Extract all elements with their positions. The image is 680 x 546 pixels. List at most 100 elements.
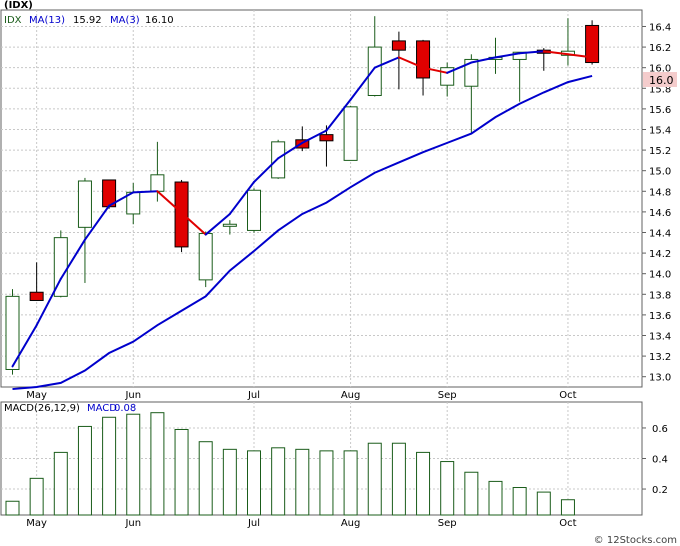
price-tick-label: 13.6 (649, 311, 671, 322)
candle-body (391, 40, 406, 51)
candle-body (222, 223, 237, 227)
candle-body (29, 291, 44, 301)
price-tick-label: 14.6 (649, 208, 671, 219)
candle-body (343, 106, 358, 161)
legend-ma3-value: 16.10 (145, 15, 174, 26)
ma3-segment (301, 129, 328, 144)
macd-bar (512, 487, 527, 516)
legend-ma13-value: 15.92 (73, 15, 102, 26)
macd-bar (416, 451, 431, 516)
ma3-segment (108, 191, 135, 207)
ma3-segment (59, 238, 86, 280)
price-tick-label: 15.8 (649, 84, 671, 95)
month-label: Jul (247, 518, 260, 529)
candle-body (367, 46, 382, 96)
macd-bar (560, 499, 575, 516)
candle-body (150, 174, 165, 192)
ma3-segment (422, 66, 449, 74)
price-tick-label: 13.2 (649, 352, 671, 363)
ma13-line (12, 74, 593, 391)
month-label: Oct (559, 518, 576, 529)
macd-bar (536, 491, 551, 516)
candle-body (585, 24, 600, 64)
price-tick-label: 15.4 (649, 125, 671, 136)
ma3-segment (180, 211, 207, 236)
price-tick-label: 13.8 (649, 290, 671, 301)
month-label: Oct (559, 390, 576, 401)
price-tick-label: 16.4 (649, 22, 671, 33)
macd-legend-value: 0.08 (114, 403, 136, 414)
price-panel (0, 9, 643, 388)
candle-body (319, 134, 334, 142)
month-label: Sep (438, 390, 457, 401)
price-tag-box (643, 72, 677, 87)
month-label: Jun (124, 390, 141, 401)
price-tick-label: 16.0 (649, 64, 671, 75)
ma3-segment (542, 50, 569, 56)
ma3-segment (156, 190, 183, 214)
ticker-title: (IDX) (4, 0, 33, 11)
macd-params-label: MACD(26,12,9) (4, 403, 80, 414)
month-axis: May May Jun Jun Jul Jul Aug Aug Sep Sep Oct Oct (26, 390, 576, 529)
macd-bar (488, 480, 503, 516)
macd-bar (77, 425, 92, 516)
price-tick-label: 14.8 (649, 187, 671, 198)
macd-tick-label: 0.2 (652, 485, 668, 496)
macd-bar (53, 451, 68, 516)
macd-bar-series (5, 412, 575, 516)
macd-bar (198, 441, 213, 516)
macd-axis: 0.2 0.4 0.6 (642, 424, 668, 496)
price-tick-label: 15.2 (649, 146, 671, 157)
macd-bar (247, 450, 261, 516)
ma3-segment (518, 50, 545, 55)
candle-body (464, 58, 479, 87)
ma3-segment (494, 52, 521, 59)
ma3-segment (373, 56, 400, 69)
macd-bar (126, 413, 141, 516)
ma3-segment (277, 141, 304, 160)
ma3-segment (11, 324, 38, 368)
month-label: Jul (247, 390, 260, 401)
ma3-segment (325, 98, 352, 132)
legend-series-label: IDX (4, 15, 22, 26)
macd-legend-label: MACD (87, 403, 117, 414)
moving-averages (11, 50, 594, 391)
ma3-segment (83, 204, 111, 241)
month-label: Jun (124, 518, 141, 529)
watermark: © 12Stocks.com (594, 535, 677, 546)
macd-bar (222, 448, 237, 516)
candle-body (198, 233, 213, 281)
ma3-segment (470, 56, 497, 64)
price-grid (1, 10, 642, 387)
macd-bar (102, 416, 117, 516)
ma3-segment (253, 157, 280, 184)
macd-bar (464, 471, 479, 516)
legend-ma3-label: MA(3) (110, 15, 140, 26)
month-label: Sep (438, 518, 457, 529)
macd-tick-label: 0.4 (652, 455, 668, 466)
legend-ma13-label: MA(13) (29, 15, 65, 26)
ma3-segment (132, 190, 159, 194)
macd-bar (343, 450, 358, 516)
price-axis: 13.0 13.2 13.4 13.6 13.8 14.0 14.2 14.4 14.6 14.8… (642, 22, 671, 384)
month-label: Aug (341, 390, 361, 401)
macd-bar (271, 447, 286, 516)
macd-bar (5, 500, 20, 516)
macd-bar (150, 412, 165, 516)
macd-bar (174, 428, 189, 516)
candle-body (5, 295, 20, 370)
macd-bar (391, 442, 406, 516)
macd-tick-label: 0.6 (652, 424, 668, 435)
ma3-segment (446, 61, 473, 74)
candle-body (77, 180, 92, 228)
month-label: May (26, 518, 47, 529)
ma3-segment (204, 212, 231, 236)
price-tick-label: 16.2 (649, 43, 671, 54)
ma3-segment (397, 56, 425, 69)
candlestick-series (5, 16, 600, 375)
ma3-segment (35, 277, 62, 327)
ma3-segment (566, 53, 594, 59)
candle-body (247, 189, 261, 231)
candle-body (416, 40, 431, 79)
macd-bar (29, 477, 44, 516)
